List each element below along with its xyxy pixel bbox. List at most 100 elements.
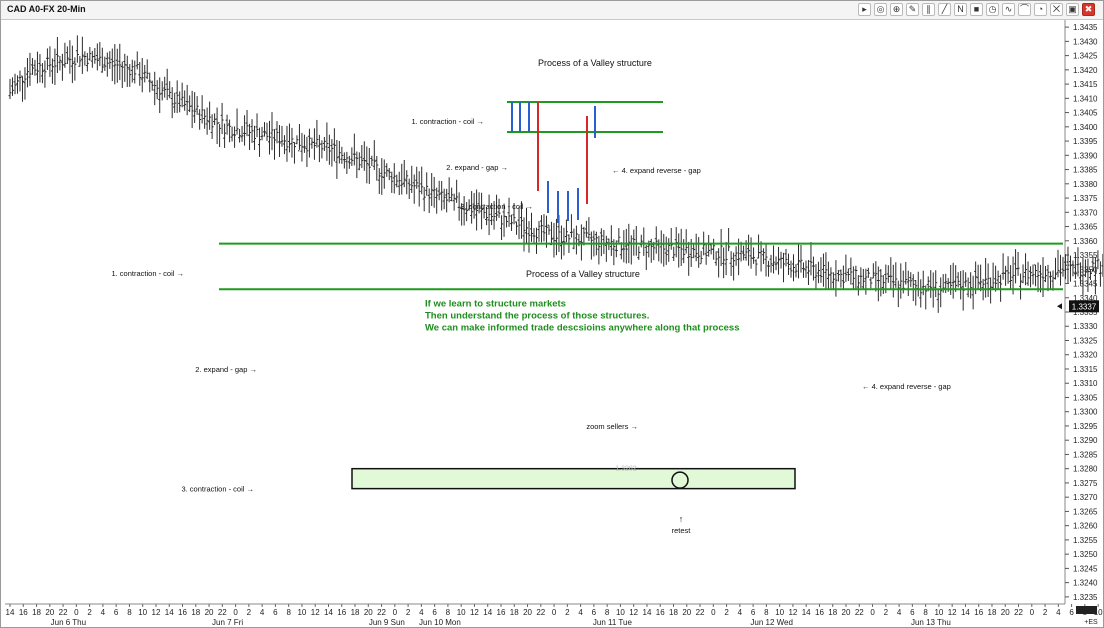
price-tick-label: 1.3375 <box>1073 194 1098 203</box>
time-tick-label: 10 <box>138 608 147 617</box>
day-label: Jun 9 Sun <box>369 618 405 627</box>
close-icon[interactable]: ✖ <box>1082 3 1095 16</box>
time-tick-label: 12 <box>311 608 320 617</box>
time-tick-label: 8 <box>286 608 291 617</box>
price-tick-label: 1.3410 <box>1073 94 1098 103</box>
price-tick-label: 1.3255 <box>1073 536 1098 545</box>
price-tick-label: 1.3355 <box>1073 251 1098 260</box>
price-tick-label: 1.3315 <box>1073 365 1098 374</box>
time-tick-label: 0 <box>711 608 716 617</box>
time-tick-label: 2 <box>724 608 729 617</box>
time-tick-label: 2 <box>247 608 252 617</box>
time-tick-label: 12 <box>948 608 957 617</box>
price-tick-label: 1.3250 <box>1073 550 1098 559</box>
time-tick-label: 20 <box>364 608 373 617</box>
time-tick-label: 14 <box>324 608 333 617</box>
time-tick-label: 14 <box>6 608 15 617</box>
time-tick-label: 14 <box>483 608 492 617</box>
time-tick-label: 12 <box>788 608 797 617</box>
price-tick-label: 1.3340 <box>1073 294 1098 303</box>
time-tick-label: 18 <box>191 608 200 617</box>
price-tick-label: 1.3240 <box>1073 579 1098 588</box>
time-tick-label: 22 <box>218 608 227 617</box>
day-label: Jun 10 Mon <box>419 618 461 627</box>
time-tick-label: 10 <box>1094 608 1103 617</box>
price-tick-label: 1.3270 <box>1073 493 1098 502</box>
chart-title: CAD A0-FX 20-Min <box>7 4 86 14</box>
time-tick-label: 0 <box>74 608 79 617</box>
time-tick-label: 2 <box>87 608 92 617</box>
price-tick-label: 1.3260 <box>1073 522 1098 531</box>
price-tick-label: 1.3365 <box>1073 223 1098 232</box>
time-tick-label: 0 <box>870 608 875 617</box>
pencil-icon[interactable]: ✎ <box>906 3 919 16</box>
time-tick-label: 6 <box>432 608 437 617</box>
gauge-icon[interactable]: ◔ <box>1034 3 1047 16</box>
price-tick-label: 1.3385 <box>1073 166 1098 175</box>
time-tick-label: 20 <box>842 608 851 617</box>
wave-icon[interactable]: ∿ <box>1002 3 1015 16</box>
time-tick-label: 6 <box>114 608 119 617</box>
price-chart[interactable]: 1.3435 1.3430 1.3425 1.3420 1.3415 1.3410 1.34… <box>1 20 1103 627</box>
time-tick-label: 2 <box>1043 608 1048 617</box>
price-tick-label: 1.3330 <box>1073 322 1098 331</box>
time-tick-label: 18 <box>669 608 678 617</box>
time-tick-label: 16 <box>497 608 506 617</box>
paint-icon[interactable]: ■ <box>970 3 983 16</box>
time-tick-label: 14 <box>961 608 970 617</box>
time-tick-label: 20 <box>1001 608 1010 617</box>
time-tick-label: 22 <box>1014 608 1023 617</box>
toolbar: ▸ ◎ ⊕ ✎ ∥ ╱ N ■ ◷ ∿ ⌒ ◔ ⨉ ▣ ✖ <box>858 3 1095 16</box>
price-tick-label: 1.3295 <box>1073 422 1098 431</box>
line-icon[interactable]: ╱ <box>938 3 951 16</box>
price-tick-label: 1.3425 <box>1073 52 1098 61</box>
time-tick-label: 0 <box>1030 608 1035 617</box>
time-tick-label: 22 <box>536 608 545 617</box>
time-tick-label: 16 <box>974 608 983 617</box>
price-tick-label: 1.3405 <box>1073 109 1098 118</box>
title-bar: CAD A0-FX 20-Min ▸ ◎ ⊕ ✎ ∥ ╱ N ■ ◷ ∿ ⌒ ◔ ⨉ ▣ ✖ <box>1 1 1103 20</box>
time-tick-label: 20 <box>523 608 532 617</box>
time-tick-label: 8 <box>446 608 451 617</box>
time-tick-label: 10 <box>616 608 625 617</box>
last-price-label: 1.3337 <box>1072 302 1097 311</box>
crosshair-icon[interactable]: ⊕ <box>890 3 903 16</box>
time-tick-label: 22 <box>855 608 864 617</box>
time-tick-label: 6 <box>1069 608 1074 617</box>
time-tick-label: 18 <box>510 608 519 617</box>
fib-icon[interactable]: ∥ <box>922 3 935 16</box>
time-tick-label: 12 <box>152 608 161 617</box>
price-tick-label: 1.3360 <box>1073 237 1098 246</box>
price-tick-label: 1.3280 <box>1073 465 1098 474</box>
time-tick-label: 2 <box>406 608 411 617</box>
time-tick-label: 22 <box>377 608 386 617</box>
cursor-icon[interactable]: ▸ <box>858 3 871 16</box>
time-tick-label: 0 <box>552 608 557 617</box>
magnet-icon[interactable]: ⨉ <box>1050 3 1063 16</box>
price-tick-label: 1.3310 <box>1073 379 1098 388</box>
spline-icon[interactable]: ⌒ <box>1018 3 1031 16</box>
time-tick-label: 4 <box>1056 608 1061 617</box>
day-label: Jun 12 Wed <box>750 618 793 627</box>
time-tick-label: 16 <box>19 608 28 617</box>
text-icon[interactable]: N <box>954 3 967 16</box>
clock-icon[interactable]: ◷ <box>986 3 999 16</box>
day-label: Jun 11 Tue <box>593 618 633 627</box>
lock-icon[interactable]: ▣ <box>1066 3 1079 16</box>
target-icon[interactable]: ◎ <box>874 3 887 16</box>
time-tick-label: 18 <box>32 608 41 617</box>
time-tick-label: 22 <box>59 608 68 617</box>
time-tick-label: 2 <box>565 608 570 617</box>
time-tick-label: 8 <box>127 608 132 617</box>
time-tick-label: 0 <box>233 608 238 617</box>
price-tick-label: 1.3430 <box>1073 37 1098 46</box>
price-tick-label: 1.3300 <box>1073 408 1098 417</box>
price-tick-label: 1.3335 <box>1073 308 1098 317</box>
day-label: Jun 7 Fri <box>212 618 243 627</box>
time-tick-label: 8 <box>764 608 769 617</box>
time-tick-label: 6 <box>910 608 915 617</box>
time-tick-label: 0 <box>393 608 398 617</box>
day-label: Jun 6 Thu <box>51 618 86 627</box>
time-tick-label: 6 <box>273 608 278 617</box>
price-tick-label: 1.3275 <box>1073 479 1098 488</box>
